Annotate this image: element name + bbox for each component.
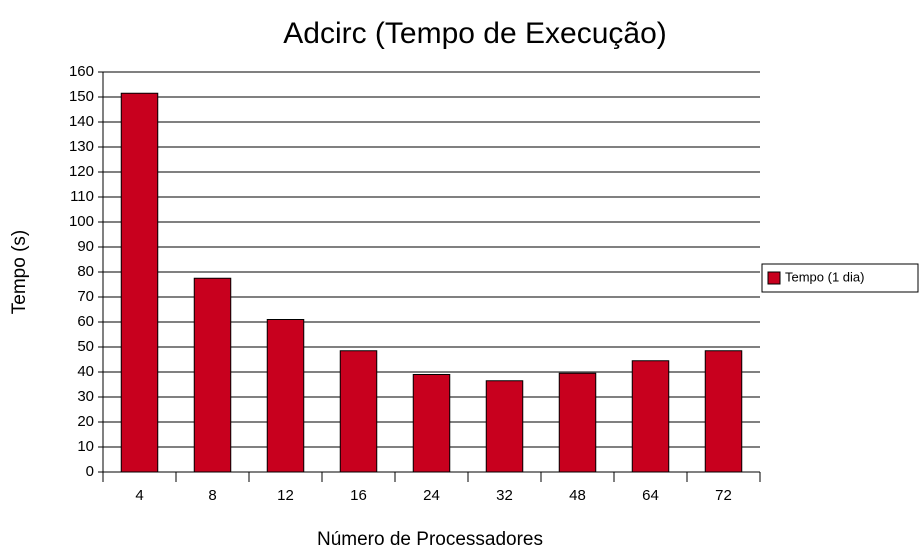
y-tick-label: 0 <box>86 463 94 480</box>
x-tick-label: 24 <box>423 487 440 504</box>
bar <box>193 277 232 473</box>
legend-swatch <box>767 271 781 285</box>
bar <box>120 92 159 473</box>
x-tick-label: 48 <box>569 487 586 504</box>
bar <box>631 360 670 473</box>
y-tick-label: 20 <box>77 413 94 430</box>
y-tick-label: 140 <box>69 113 94 130</box>
y-tick-label: 110 <box>70 188 94 205</box>
legend-box <box>761 263 919 293</box>
y-tick-label: 120 <box>69 163 94 180</box>
y-tick-label: 50 <box>77 338 94 355</box>
x-axis-label: Número de Processadores <box>317 529 543 550</box>
y-tick-label: 80 <box>77 263 94 280</box>
bar <box>266 319 305 473</box>
y-tick-label: 40 <box>77 363 94 380</box>
y-tick-label: 90 <box>77 238 94 255</box>
bar <box>704 350 743 473</box>
legend-label: Tempo (1 dia) <box>785 269 864 284</box>
bar <box>485 380 524 473</box>
x-tick-label: 4 <box>135 487 143 504</box>
x-tick-label: 16 <box>350 487 367 504</box>
y-tick-label: 160 <box>69 63 94 80</box>
x-tick-label: 12 <box>277 487 294 504</box>
bar <box>558 372 597 473</box>
x-tick-label: 32 <box>496 487 513 504</box>
y-tick-label: 70 <box>77 288 94 305</box>
x-tick-label: 72 <box>715 487 732 504</box>
y-tick-label: 150 <box>69 88 94 105</box>
y-axis-label: Tempo (s) <box>9 230 30 314</box>
y-tick-label: 130 <box>69 138 94 155</box>
chart-title: Adcirc (Tempo de Execução) <box>283 17 667 50</box>
y-tick-label: 30 <box>77 388 94 405</box>
y-tick-label: 10 <box>77 438 94 455</box>
y-tick-label: 60 <box>77 313 94 330</box>
bar <box>412 374 451 473</box>
x-tick-label: 64 <box>642 487 659 504</box>
y-tick-label: 100 <box>69 213 94 230</box>
bar <box>339 350 378 473</box>
x-tick-label: 8 <box>208 487 216 504</box>
